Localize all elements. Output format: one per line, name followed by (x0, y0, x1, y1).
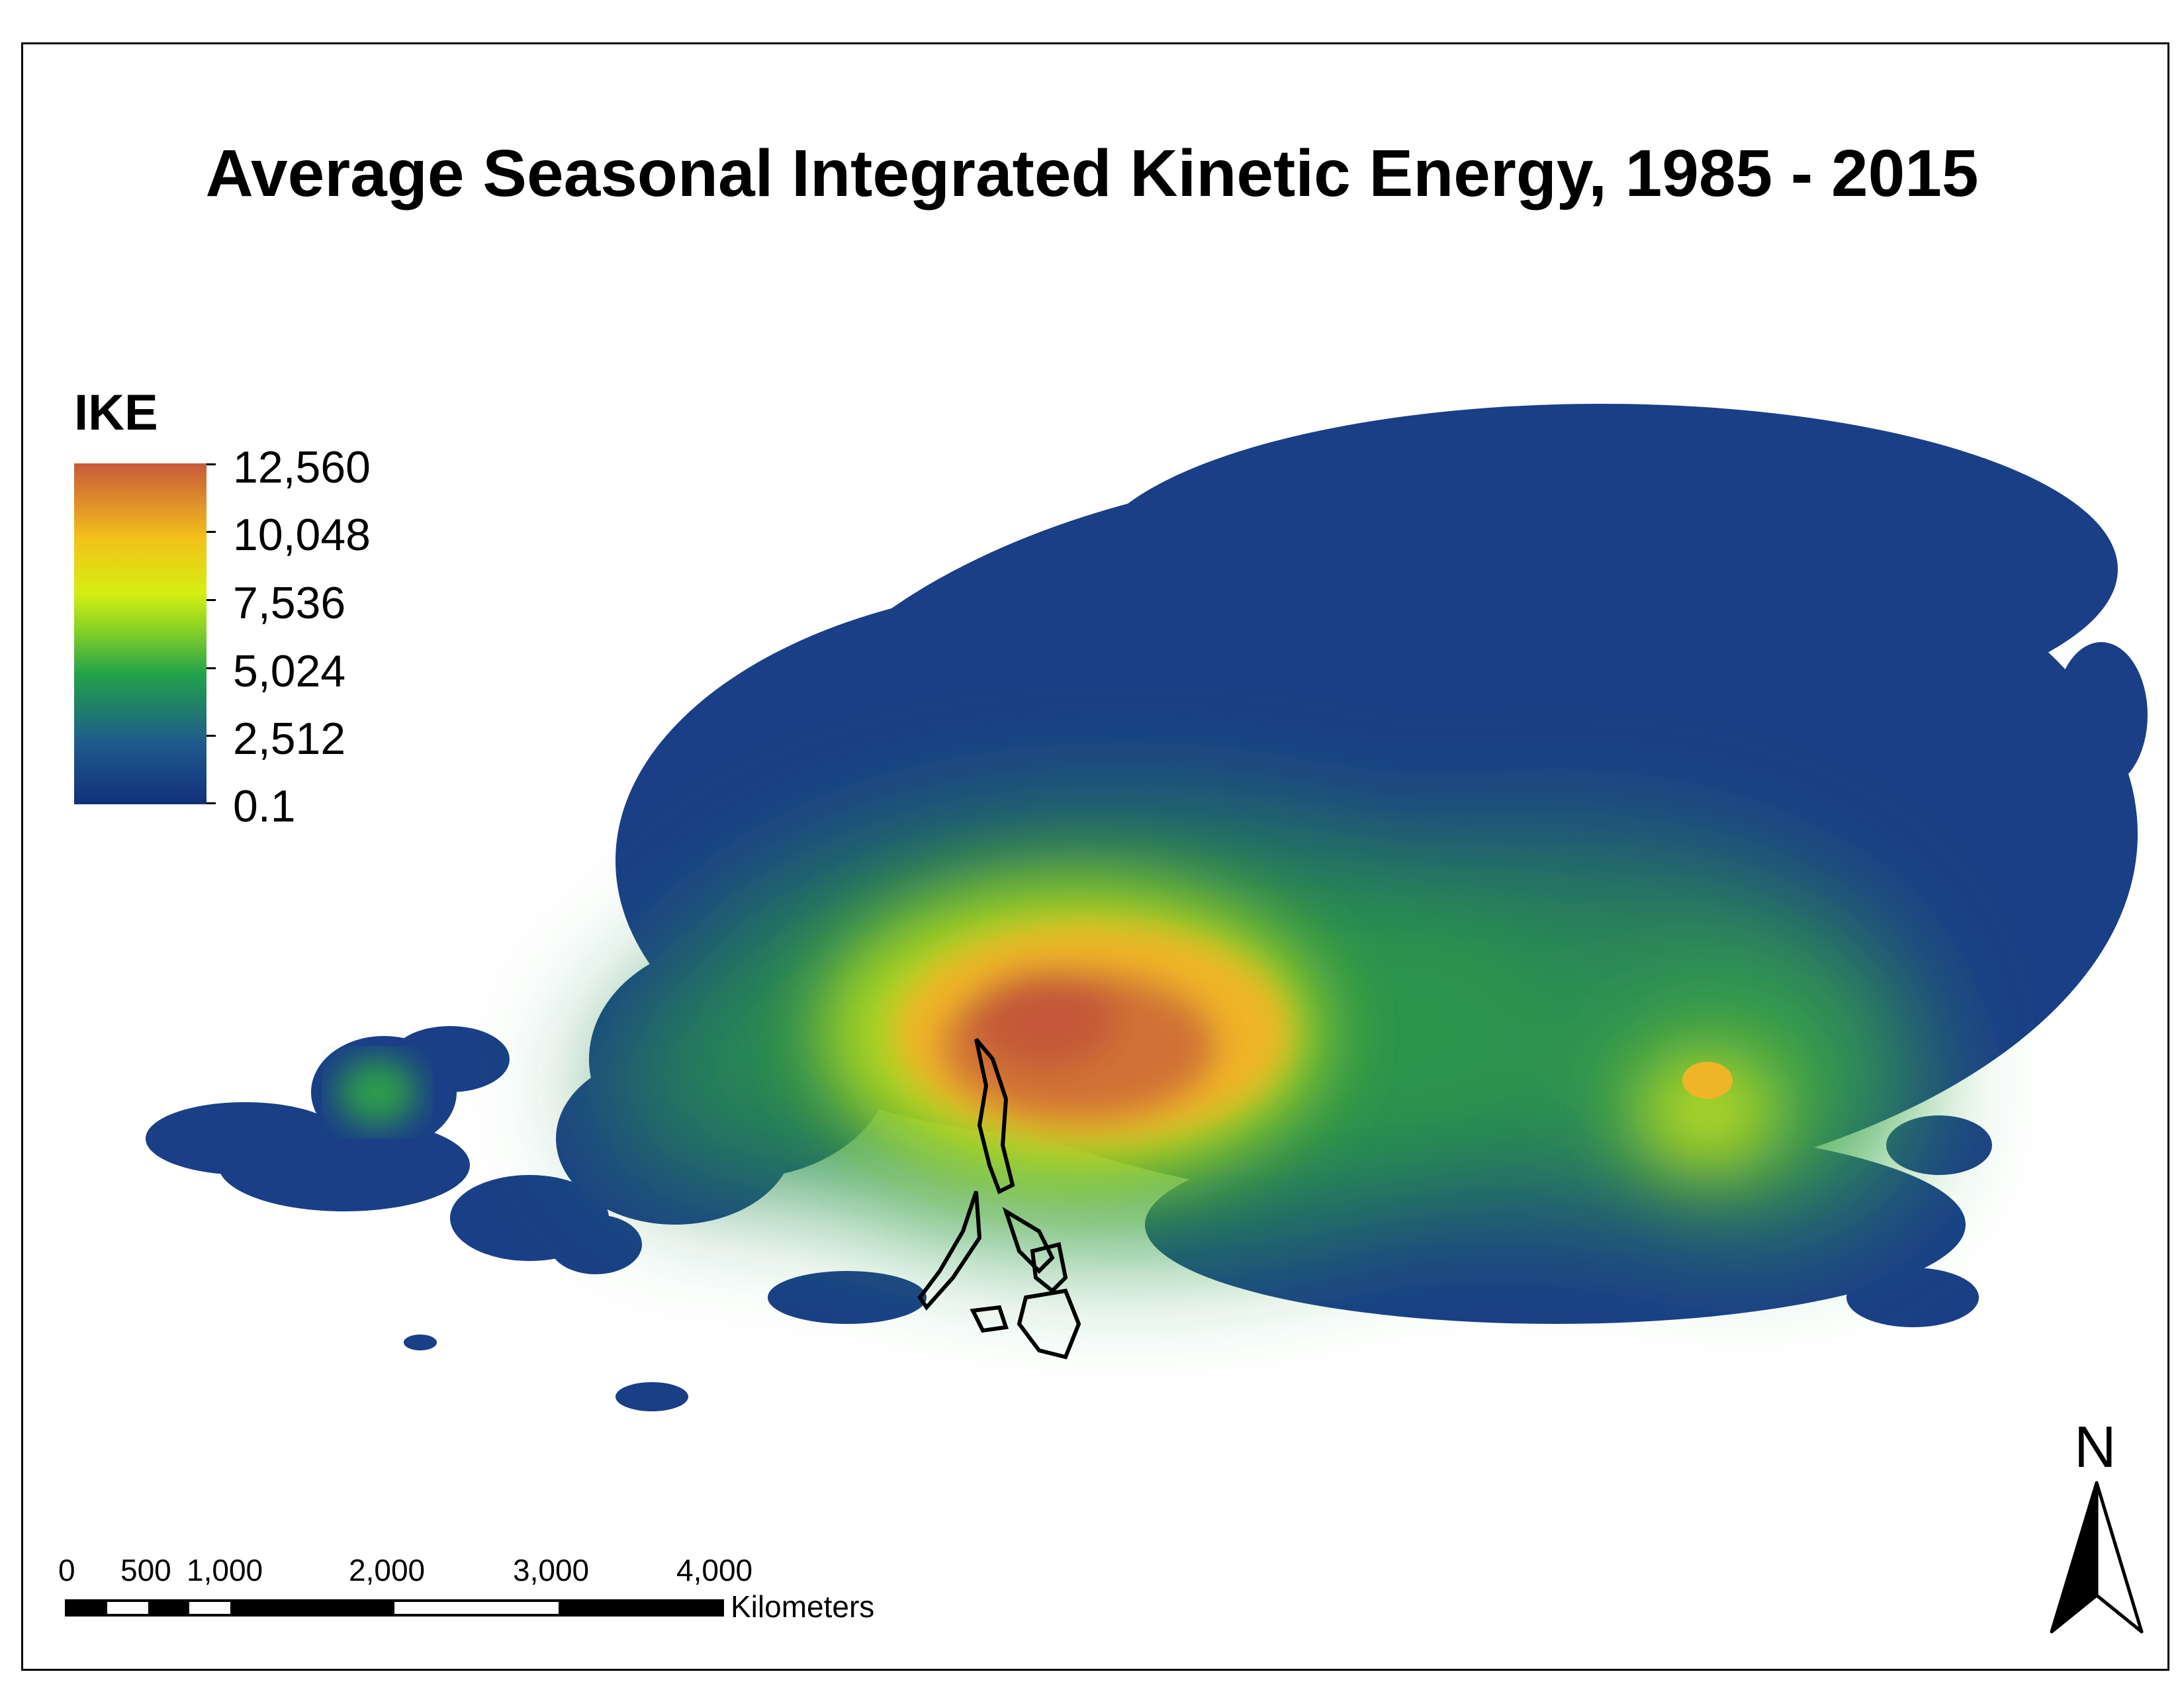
scale-label-4000: 4,000 (676, 1553, 753, 1587)
legend-label-3: 7,536 (233, 578, 346, 628)
legend-title: IKE (74, 385, 158, 441)
legend-label-2: 10,048 (233, 510, 371, 560)
legend-label-5: 2,512 (233, 714, 346, 764)
north-letter: N (2074, 1414, 2116, 1479)
scale-bar (65, 1599, 724, 1617)
map-frame (21, 42, 2169, 1671)
philippines-outline (917, 1038, 1081, 1360)
ike-peak-region (893, 923, 1291, 1142)
legend-ticks (206, 463, 216, 804)
ike-western-branch (338, 1059, 417, 1125)
map-title: Average Seasonal Integrated Kinetic Ener… (205, 136, 1979, 211)
scale-label-0: 0 (58, 1553, 75, 1587)
north-arrow-icon (2050, 1481, 2144, 1634)
legend-label-max: 12,560 (233, 442, 371, 492)
scale-label-2000: 2,000 (349, 1553, 426, 1587)
scale-label-1000: 1,000 (187, 1553, 263, 1587)
legend-color-ramp (74, 463, 206, 804)
scale-label-3000: 3,000 (513, 1553, 590, 1587)
legend-label-min: 0.1 (233, 781, 296, 831)
scale-label-500: 500 (120, 1553, 171, 1587)
scale-unit: Kilometers (731, 1589, 875, 1624)
ike-secondary-peak (1682, 1062, 1733, 1099)
legend-label-4: 5,024 (233, 646, 346, 696)
